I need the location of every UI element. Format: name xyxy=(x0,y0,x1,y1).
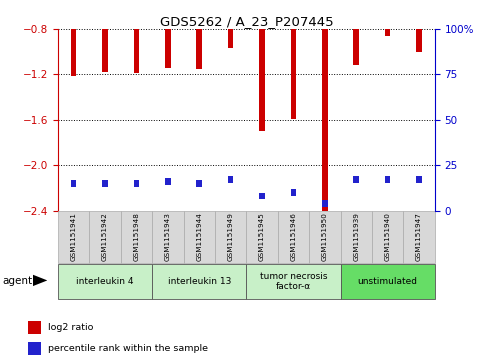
Bar xyxy=(121,211,152,263)
Bar xyxy=(341,264,435,299)
Text: agent: agent xyxy=(2,276,32,286)
Bar xyxy=(102,180,108,187)
Text: GSM1151942: GSM1151942 xyxy=(102,212,108,261)
Polygon shape xyxy=(33,275,47,286)
Text: interleukin 13: interleukin 13 xyxy=(168,277,231,286)
Text: log2 ratio: log2 ratio xyxy=(48,323,93,332)
Bar xyxy=(259,29,265,131)
Bar xyxy=(165,178,170,185)
Text: tumor necrosis
factor-α: tumor necrosis factor-α xyxy=(260,272,327,291)
Text: GSM1151947: GSM1151947 xyxy=(416,212,422,261)
Bar xyxy=(228,29,233,48)
Bar xyxy=(372,211,403,263)
Bar xyxy=(416,29,422,52)
Bar xyxy=(278,211,309,263)
Text: GSM1151940: GSM1151940 xyxy=(384,212,391,261)
Bar xyxy=(259,193,265,199)
Bar xyxy=(197,29,202,69)
Bar xyxy=(134,29,139,73)
Text: unstimulated: unstimulated xyxy=(357,277,418,286)
Bar xyxy=(354,29,359,65)
Bar xyxy=(354,176,359,183)
Bar xyxy=(197,180,202,187)
Bar xyxy=(71,180,76,187)
Bar xyxy=(134,180,139,187)
Title: GDS5262 / A_23_P207445: GDS5262 / A_23_P207445 xyxy=(159,15,333,28)
Bar xyxy=(58,211,89,263)
Bar xyxy=(152,211,184,263)
Bar xyxy=(28,321,41,334)
Bar xyxy=(71,29,76,76)
Bar xyxy=(89,211,121,263)
Bar xyxy=(246,211,278,263)
Bar xyxy=(416,176,422,183)
Bar xyxy=(341,211,372,263)
Text: GSM1151945: GSM1151945 xyxy=(259,212,265,261)
Bar xyxy=(322,29,327,211)
Text: GSM1151941: GSM1151941 xyxy=(71,212,77,261)
Bar xyxy=(28,342,41,355)
Bar xyxy=(322,200,327,207)
Text: GSM1151939: GSM1151939 xyxy=(353,212,359,261)
Text: GSM1151946: GSM1151946 xyxy=(290,212,297,261)
Bar xyxy=(385,29,390,36)
Text: GSM1151949: GSM1151949 xyxy=(227,212,234,261)
Bar xyxy=(246,264,341,299)
Bar xyxy=(309,211,341,263)
Text: GSM1151943: GSM1151943 xyxy=(165,212,171,261)
Text: GSM1151944: GSM1151944 xyxy=(196,212,202,261)
Bar xyxy=(152,264,246,299)
Text: interleukin 4: interleukin 4 xyxy=(76,277,134,286)
Bar xyxy=(291,29,296,119)
Bar xyxy=(102,29,108,72)
Bar xyxy=(165,29,170,68)
Bar xyxy=(385,176,390,183)
Bar xyxy=(215,211,246,263)
Text: percentile rank within the sample: percentile rank within the sample xyxy=(48,344,208,353)
Bar xyxy=(228,176,233,183)
Bar xyxy=(58,264,152,299)
Bar xyxy=(291,189,296,196)
Text: GSM1151950: GSM1151950 xyxy=(322,212,328,261)
Bar xyxy=(184,211,215,263)
Text: GSM1151948: GSM1151948 xyxy=(133,212,140,261)
Bar xyxy=(403,211,435,263)
